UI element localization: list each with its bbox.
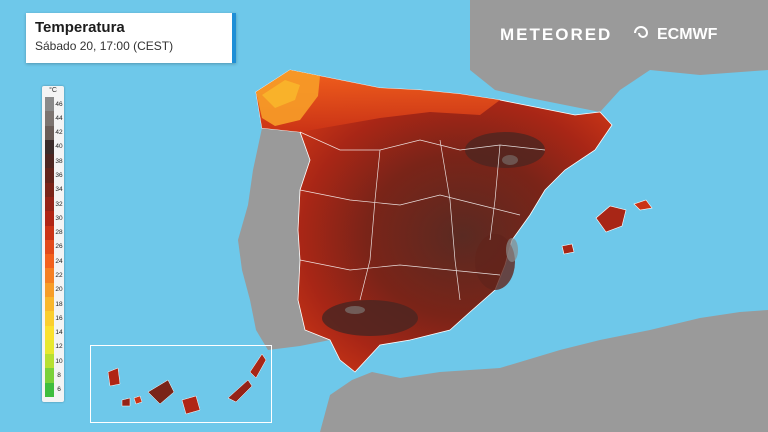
legend-swatch (45, 168, 54, 183)
legend-tick-label: 36 (55, 172, 63, 180)
legend-swatch (45, 339, 54, 355)
legend-swatch (45, 311, 54, 326)
legend-swatch (45, 154, 54, 169)
legend-tick-label: 44 (55, 114, 63, 122)
legend-swatch (45, 368, 54, 383)
ebro-hotspot (465, 132, 545, 168)
legend-ticks: 46 44 42 40 38 36 34 32 30 28 26 24 22 20 18 16 14 12 10 8 6 (54, 97, 64, 397)
legend-swatch (45, 139, 54, 155)
france-land (470, 0, 768, 112)
map-subtitle: Sábado 20, 17:00 (CEST) (35, 39, 174, 53)
menorca-island (633, 199, 653, 211)
legend-tick-label: 22 (55, 272, 63, 280)
ibiza-island (561, 243, 575, 255)
ecmwf-text: ECMWF (657, 26, 718, 43)
legend-tick-label: 38 (55, 157, 63, 165)
legend-swatch (45, 354, 54, 369)
legend-tick-label: 30 (55, 214, 63, 222)
legend-tick-label: 40 (55, 143, 63, 151)
temperature-legend: °C 46 44 42 40 38 36 34 32 30 28 26 24 22 20 18 16 14 12 1… (42, 86, 64, 402)
mallorca-island (595, 205, 627, 233)
canary-islands (107, 353, 267, 415)
region-borders (299, 131, 546, 301)
legend-tick-label: 18 (55, 300, 63, 308)
legend-tick-label: 8 (57, 371, 61, 379)
ecmwf-swirl-icon (632, 25, 654, 45)
legend-swatch (45, 239, 54, 255)
legend-tick-label: 34 (55, 186, 63, 194)
map-title: Temperatura (35, 19, 125, 36)
legend-tick-label: 42 (55, 129, 63, 137)
galicia-yellow-zone (262, 80, 300, 108)
legend-tick-label: 32 (55, 200, 63, 208)
legend-tick-label: 24 (55, 257, 63, 265)
legend-tick-label: 46 (55, 100, 63, 108)
legend-tick-label: 6 (57, 386, 61, 394)
meteored-logo: METEORED (500, 25, 613, 44)
legend-tick-label: 28 (55, 229, 63, 237)
legend-swatch (45, 97, 54, 112)
legend-tick-label: 14 (55, 329, 63, 337)
legend-swatch (45, 296, 54, 312)
legend-tick-label: 26 (55, 243, 63, 251)
legend-unit: °C (49, 87, 57, 94)
grey-peak-2 (345, 306, 365, 314)
legend-tick-label: 12 (55, 343, 63, 351)
title-box: Temperatura Sábado 20, 17:00 (CEST) (26, 13, 236, 63)
legend-tick-label: 10 (55, 357, 63, 365)
portugal-land (238, 128, 330, 350)
legend-swatch (45, 111, 54, 126)
grey-peak-1 (506, 238, 518, 262)
legend-swatch (45, 382, 54, 397)
legend-tick-label: 16 (55, 314, 63, 322)
ecmwf-logo: ECMWF (632, 25, 717, 45)
legend-swatch (45, 254, 54, 269)
legend-swatch (45, 268, 54, 283)
legend-swatch (45, 196, 54, 212)
canary-islands-inset-frame (90, 345, 272, 423)
legend-color-bar (45, 97, 54, 397)
legend-swatch (45, 325, 54, 340)
guadalquivir-hotspot (322, 300, 418, 336)
legend-swatch (45, 282, 54, 297)
legend-swatch (45, 211, 54, 226)
north-africa-land (320, 310, 768, 432)
legend-swatch (45, 125, 54, 140)
legend-swatch (45, 225, 54, 240)
legend-swatch (45, 182, 54, 197)
murcia-hotspot (475, 234, 515, 290)
legend-tick-label: 20 (55, 286, 63, 294)
grey-peak-3 (502, 155, 518, 165)
